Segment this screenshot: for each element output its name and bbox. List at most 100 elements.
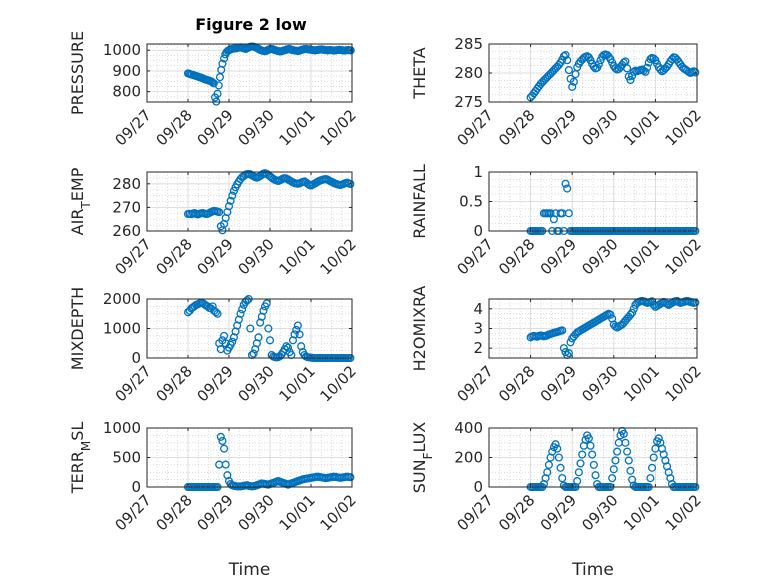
x-tick-label: 09/30 — [235, 491, 278, 534]
data-point — [646, 474, 655, 483]
x-tick-label: 10/01 — [276, 491, 319, 534]
data-point — [293, 321, 302, 330]
x-tick-label: 09/30 — [578, 362, 621, 405]
data-point — [621, 438, 630, 447]
x-tick-label: 09/28 — [495, 106, 538, 149]
y-tick-label: 4 — [473, 300, 483, 318]
series-markers — [183, 42, 355, 106]
data-point — [629, 304, 638, 313]
y-axis-label: PRESSURE — [68, 31, 87, 115]
data-point — [221, 460, 230, 469]
x-tick-label: 09/29 — [537, 235, 580, 278]
y-axis-label: AIRTEMP — [68, 167, 93, 235]
data-point — [558, 474, 567, 483]
data-point — [588, 450, 597, 459]
data-point — [691, 68, 700, 77]
series-markers — [526, 50, 700, 102]
data-point — [556, 463, 565, 472]
data-point — [264, 324, 273, 333]
x-tick-label: 10/02 — [662, 362, 705, 405]
y-tick-label: 270 — [112, 198, 141, 216]
data-point — [208, 302, 217, 311]
y-tick-label: 1000 — [103, 320, 141, 338]
data-point — [249, 349, 258, 358]
x-tick-label: 10/02 — [317, 235, 360, 278]
y-tick-label: 285 — [454, 35, 483, 53]
y-tick-label: 1000 — [103, 41, 141, 59]
x-tick-label: 09/30 — [578, 235, 621, 278]
y-tick-label: 200 — [454, 449, 483, 467]
data-point — [214, 81, 223, 90]
x-tick-label: 09/28 — [153, 106, 196, 149]
data-point — [563, 184, 572, 193]
data-point — [648, 463, 657, 472]
x-tick-label: 10/02 — [662, 491, 705, 534]
y-tick-label: 400 — [454, 419, 483, 437]
y-tick-label: 800 — [112, 83, 141, 101]
data-point — [265, 336, 275, 345]
x-tick-label: 09/29 — [537, 106, 580, 149]
data-point — [558, 326, 567, 335]
data-point — [566, 338, 575, 347]
data-point — [604, 52, 613, 61]
x-tick-label: 10/01 — [620, 491, 663, 534]
series-markers — [526, 296, 700, 360]
x-tick-label: 09/27 — [112, 235, 155, 278]
data-point — [591, 471, 600, 480]
data-point — [213, 89, 222, 98]
y-axis-label: RAINFALL — [410, 164, 429, 239]
data-point — [213, 309, 222, 318]
data-point — [586, 441, 595, 450]
data-point — [564, 349, 573, 358]
data-point — [613, 447, 622, 456]
data-point — [224, 202, 234, 211]
data-point — [589, 460, 598, 469]
subplot-grid: 800900100009/2709/2809/2909/3010/0110/02… — [68, 31, 705, 580]
data-point — [643, 63, 652, 72]
data-point — [208, 78, 217, 87]
x-tick-label: 09/28 — [495, 491, 538, 534]
data-point — [553, 444, 562, 453]
data-point — [254, 333, 263, 342]
data-point — [295, 330, 304, 339]
data-point — [564, 66, 573, 75]
data-point — [568, 82, 577, 91]
data-point — [626, 75, 635, 85]
x-tick-label: 09/28 — [153, 235, 196, 278]
y-tick-label: 280 — [112, 175, 141, 193]
data-point — [228, 191, 237, 200]
data-point — [559, 344, 568, 353]
data-point — [649, 453, 658, 462]
data-point — [687, 68, 697, 77]
axes-box — [146, 43, 353, 103]
data-point — [561, 179, 570, 188]
x-tick-label: 09/27 — [112, 106, 155, 149]
data-point — [290, 330, 299, 339]
data-point — [619, 429, 628, 438]
x-tick-label: 10/01 — [276, 235, 319, 278]
y-tick-label: 280 — [454, 64, 483, 82]
x-tick-label: 09/27 — [112, 491, 155, 534]
x-tick-label: 09/30 — [235, 106, 278, 149]
data-point — [220, 444, 229, 453]
x-tick-label: 10/01 — [276, 362, 319, 405]
data-point — [584, 434, 593, 443]
data-point — [576, 459, 585, 468]
x-tick-label: 09/29 — [194, 235, 237, 278]
figure-title: Figure 2 low — [195, 15, 307, 34]
data-point — [220, 331, 229, 340]
data-point — [216, 432, 225, 441]
data-point — [218, 59, 227, 68]
x-tick-label: 10/02 — [317, 491, 360, 534]
data-point — [641, 67, 650, 76]
data-point — [623, 64, 632, 73]
data-point — [574, 468, 583, 477]
y-axis-label: TERRMSL — [68, 422, 93, 495]
y-axis-label: SUNFLUX — [410, 422, 435, 494]
data-point — [259, 306, 268, 315]
x-tick-label: 09/28 — [495, 362, 538, 405]
